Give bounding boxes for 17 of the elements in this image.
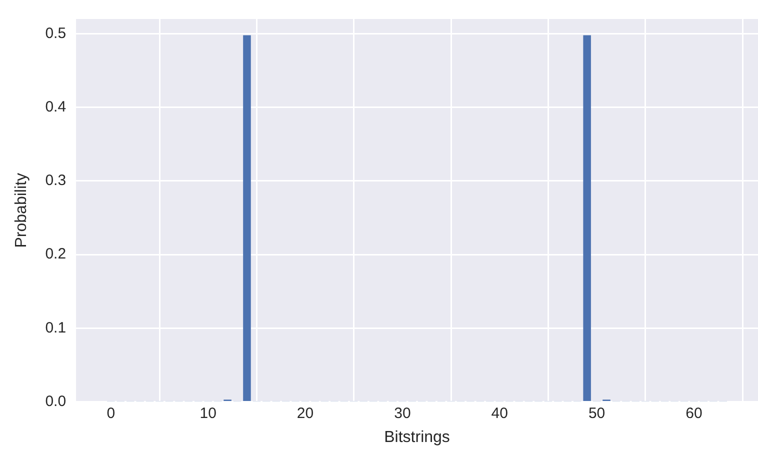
y-tick-label: 0.5: [45, 24, 66, 42]
y-tick-label: 0.2: [45, 246, 66, 263]
x-tick-label: 30: [394, 404, 411, 422]
x-tick-label: 0: [106, 404, 116, 422]
x-tick-label: 40: [491, 404, 508, 422]
x-axis-title: Bitstrings: [384, 428, 450, 446]
x-tick-label: 50: [588, 404, 606, 422]
x-tick-label: 10: [200, 404, 216, 422]
x-tick-label: 20: [296, 404, 314, 422]
bar: [583, 35, 591, 402]
bar: [243, 35, 251, 402]
y-tick-label: 0.4: [45, 98, 66, 116]
x-tick-label: 60: [686, 404, 702, 422]
y-tick-label: 0.0: [45, 392, 66, 410]
y-tick-label: 0.1: [45, 319, 66, 336]
y-axis-title: Probability: [13, 173, 30, 248]
y-tick-label: 0.3: [45, 172, 66, 190]
